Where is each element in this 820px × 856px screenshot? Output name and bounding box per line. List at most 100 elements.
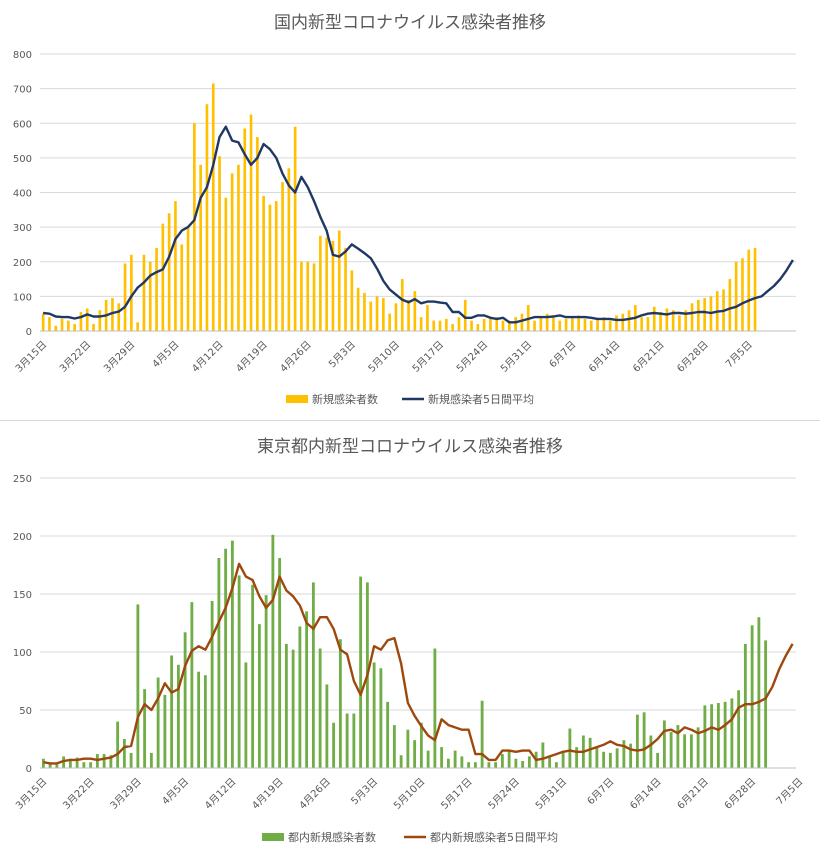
tokyo-x-tick-label: 5月24日	[486, 776, 522, 812]
national-daily-bar	[79, 311, 83, 331]
national-daily-bar	[545, 313, 549, 331]
tokyo-daily-bar	[48, 762, 52, 768]
tokyo-daily-bar	[662, 720, 666, 768]
national-daily-bar	[741, 258, 744, 331]
tokyo-daily-bar	[392, 725, 396, 768]
tokyo-daily-bar	[514, 758, 518, 768]
national-daily-bar	[174, 201, 177, 331]
tokyo-daily-bar	[669, 732, 673, 768]
tokyo-daily-bar	[710, 704, 714, 768]
tokyo-x-tick-label: 3月29日	[108, 776, 144, 812]
tokyo-daily-bar	[359, 576, 363, 768]
tokyo-daily-bar	[575, 747, 579, 768]
tokyo-daily-bar	[244, 662, 248, 768]
tokyo-x-tick-label: 4月5日	[160, 776, 192, 808]
tokyo-daily-bar	[271, 534, 275, 768]
national-daily-bar	[583, 318, 587, 331]
national-x-tick-label: 4月26日	[278, 339, 314, 375]
national-legend-line-label: 新規感染者5日間平均	[428, 392, 534, 406]
tokyo-daily-bar	[183, 632, 187, 768]
national-daily-bar	[413, 291, 417, 331]
tokyo-x-tick-label: 4月19日	[250, 776, 286, 812]
tokyo-daily-bar	[203, 675, 207, 768]
national-x-tick-label: 5月3日	[326, 339, 358, 371]
national-daily-bar	[463, 299, 467, 331]
tokyo-daily-bar	[352, 713, 356, 768]
national-daily-bar	[753, 247, 757, 331]
national-daily-bar	[382, 298, 385, 331]
national-x-tick-label: 6月28日	[675, 339, 711, 375]
national-daily-bar	[344, 247, 347, 331]
national-daily-bar	[394, 303, 398, 331]
tokyo-x-tick-label: 5月10日	[391, 776, 427, 812]
tokyo-daily-bar	[683, 734, 687, 768]
tokyo-x-tick-label: 6月7日	[585, 776, 617, 808]
tokyo-daily-bar	[129, 752, 133, 768]
tokyo-daily-bar	[224, 548, 228, 768]
tokyo-daily-bar	[568, 728, 572, 768]
tokyo-daily-bar	[541, 742, 545, 768]
tokyo-daily-bar	[440, 747, 444, 768]
tokyo-y-tick-label: 100	[13, 648, 32, 659]
national-daily-bar	[256, 137, 259, 331]
national-daily-bar	[199, 164, 202, 331]
national-daily-bar	[690, 303, 694, 331]
tokyo-daily-bar	[278, 558, 282, 768]
national-average-line	[42, 125, 794, 324]
tokyo-daily-bar	[291, 649, 295, 768]
tokyo-x-tick-label: 4月26日	[297, 776, 333, 812]
national-daily-bar	[652, 306, 656, 331]
tokyo-daily-bar	[399, 755, 403, 768]
national-daily-bar	[432, 320, 436, 331]
national-x-tick-label: 6月14日	[586, 339, 622, 375]
national-daily-bar	[419, 317, 423, 331]
tokyo-daily-bar	[527, 756, 531, 768]
tokyo-legend-bar-label: 都内新規感染者数	[288, 830, 376, 844]
tokyo-daily-bar	[372, 662, 376, 768]
national-chart-panel: 国内新型コロナウイルス感染者推移 0 100 200 300 400 500 600 700 80…	[0, 0, 820, 420]
national-daily-bar	[552, 315, 555, 331]
tokyo-daily-bar	[379, 668, 383, 768]
tokyo-daily-bar	[494, 762, 498, 768]
national-daily-bar	[608, 320, 612, 331]
tokyo-daily-bar	[176, 664, 180, 768]
national-daily-bar	[508, 320, 511, 331]
national-y-tick-label: 300	[13, 223, 32, 234]
chart-separator	[0, 420, 820, 421]
national-daily-bar	[697, 299, 700, 331]
tokyo-daily-bar	[311, 582, 315, 768]
tokyo-daily-bar	[332, 722, 336, 768]
national-daily-bar	[123, 263, 127, 331]
national-x-tick-label: 3月15日	[13, 339, 49, 375]
national-y-tick-label: 200	[13, 258, 32, 269]
tokyo-daily-bar	[419, 722, 423, 768]
tokyo-x-tick-label: 6月28日	[722, 776, 758, 812]
national-daily-bar	[489, 317, 492, 331]
tokyo-daily-bar	[156, 677, 160, 768]
national-x-tick-label: 5月31日	[498, 339, 534, 375]
national-daily-bar	[211, 83, 215, 332]
national-daily-bar	[445, 318, 448, 331]
national-daily-bar	[482, 318, 486, 331]
tokyo-chart-panel: 東京都内新型コロナウイルス感染者推移 0 50 100 150 200 250 3月15日 3月…	[0, 422, 820, 856]
national-daily-bar	[426, 305, 429, 331]
tokyo-daily-bar	[210, 600, 214, 768]
tokyo-daily-bar	[68, 758, 72, 768]
national-daily-bar	[218, 156, 221, 331]
tokyo-daily-bar	[305, 611, 309, 768]
tokyo-legend-bar-swatch	[262, 833, 284, 841]
national-daily-bar	[300, 261, 303, 331]
tokyo-daily-bar	[170, 655, 174, 768]
tokyo-daily-bar	[55, 764, 59, 768]
national-daily-bar	[438, 320, 442, 331]
national-daily-bar	[205, 104, 209, 331]
national-x-tick-label: 4月5日	[150, 339, 182, 371]
tokyo-daily-bar	[338, 639, 342, 768]
tokyo-daily-bar	[446, 758, 450, 768]
national-y-tick-label: 800	[13, 50, 32, 61]
national-daily-bar	[356, 287, 360, 331]
tokyo-x-tick-label: 5月17日	[439, 776, 475, 812]
tokyo-daily-bar	[122, 739, 126, 768]
national-daily-bar	[98, 310, 102, 331]
tokyo-daily-bar	[143, 689, 147, 768]
